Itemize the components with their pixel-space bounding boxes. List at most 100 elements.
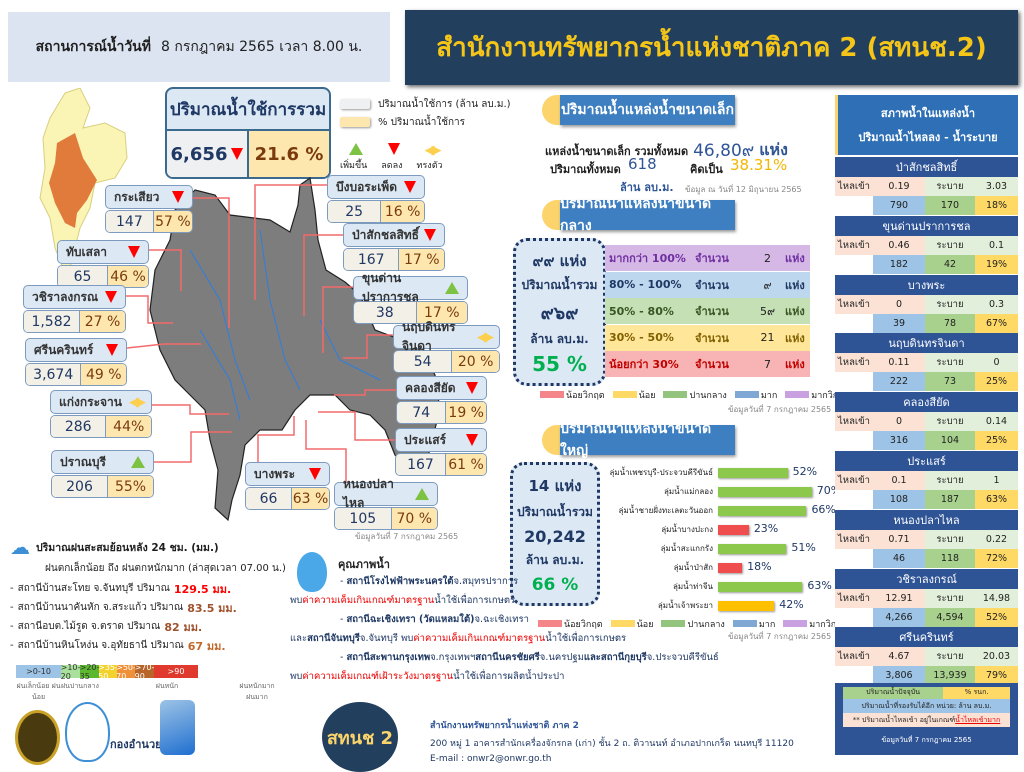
basin-bar[interactable]: [718, 563, 743, 573]
large-percent: 66 %: [531, 574, 579, 595]
inflow-label: ไหลเข้า: [835, 529, 873, 549]
reservoir-flow-row: ไหลเข้า 0 ระบาย 0.3: [835, 294, 1018, 314]
quality-station: สถานีสะพานกรุงเทพ: [346, 652, 431, 663]
map-dam-card[interactable]: นฤบดินทรจินดา ◀▶ 54 20 %: [393, 320, 500, 373]
basin-bar[interactable]: [718, 582, 803, 592]
quality-alert: ค่าความเค็มเกินเกณฑ์มาตรฐาน: [302, 595, 435, 606]
trend-steady-icon: ◀▶: [129, 394, 146, 410]
trend-down-icon: [309, 468, 321, 480]
count-label: จำนวน: [695, 305, 729, 318]
trend-up-icon: [415, 488, 429, 500]
range-count: 21: [760, 331, 775, 344]
current-volume: 3,806: [873, 666, 925, 686]
medium-sources-header: ปริมาณน้ำแหล่งน้ำขนาดกลาง: [542, 196, 735, 234]
basin-bar[interactable]: [718, 506, 807, 516]
reservoir-name[interactable]: ประแสร์: [835, 451, 1018, 471]
trend-down-icon: [128, 246, 140, 258]
basin-bar[interactable]: [718, 468, 788, 478]
remaining-capacity: 13,939: [925, 666, 975, 686]
status-legend-item: น้อยวิกฤต: [540, 388, 605, 402]
reservoir-name[interactable]: ขุนด่านปราการชล: [835, 215, 1018, 236]
dam-percent: 19 %: [446, 402, 486, 423]
range-label: 30% - 50%: [609, 331, 674, 344]
dam-name: ขุนด่านปราการชล: [362, 271, 419, 304]
current-volume: 316: [873, 431, 925, 451]
medium-volume: ๙๖๙: [540, 302, 579, 324]
basin-bar[interactable]: [718, 525, 749, 535]
status-legend-item: น้อยวิกฤต: [538, 617, 603, 631]
map-dam-card[interactable]: ทับเสลา 65 46 %: [57, 240, 149, 288]
dam-volume: 54: [394, 351, 453, 372]
trend-down-icon: [172, 191, 184, 203]
percent-capacity: 18%: [975, 196, 1018, 215]
dam-name: แก่งกระจาน: [59, 394, 122, 409]
map-dam-card[interactable]: วชิราลงกรณ 1,582 27 %: [23, 285, 126, 333]
dam-percent: 55%: [108, 476, 153, 497]
large-count: 14 แห่ง: [528, 476, 582, 495]
basin-value-label: 42%: [779, 598, 804, 611]
map-dam-card[interactable]: ป่าสักชลสิทธิ์ 167 17 %: [343, 223, 445, 271]
map-dam-card[interactable]: หนองปลาไหล 105 70 %: [334, 477, 438, 530]
reservoir-name[interactable]: ป่าสักชลสิทธิ์: [835, 157, 1018, 177]
trend-down-icon: [105, 291, 117, 303]
trend-down-icon: [106, 344, 118, 356]
map-dam-card[interactable]: ปราณบุรี 206 55%: [51, 450, 154, 498]
footer-email[interactable]: E-mail : onwr2@onwr.go.th: [430, 754, 552, 764]
quality-alert: ค่าความเค็มเกินเกณฑ์มาตรฐาน: [413, 633, 546, 644]
inflow-label: ไหลเข้า: [835, 294, 873, 314]
current-volume: 182: [873, 254, 925, 274]
legend-swatch: [612, 391, 637, 398]
inflow-label: ไหลเข้า: [835, 412, 873, 432]
reservoir-name[interactable]: วชิราลงกรณ์: [835, 568, 1018, 589]
legend-label: มากวิกฤต: [809, 620, 848, 630]
status-legend-item: น้อย: [612, 388, 656, 402]
rain-subtitle: ฝนตกเล็กน้อย ถึง ฝนตกหนักมาก (ล่าสุดเวลา…: [45, 563, 286, 574]
map-dam-card[interactable]: บึงบอระเพ็ด 25 16 %: [327, 175, 425, 223]
map-dam-card[interactable]: ศรีนครินทร์ 3,674 49 %: [25, 338, 127, 386]
total-value: 6,656: [170, 143, 228, 165]
legend-swatch: [734, 391, 759, 398]
map-dam-card[interactable]: แก่งกระจาน ◀▶ 286 44%: [50, 390, 152, 438]
legend-label: ปานกลาง: [689, 391, 727, 401]
quality-province: จ.ประจวบคีรีขันธ์: [646, 652, 719, 663]
map-dam-card[interactable]: ขุนด่านปราการชล 38 17 %: [353, 271, 468, 324]
range-label: น้อยกว่า 30%: [609, 358, 679, 371]
rain-scale: >0-10 >10-20 >20-35 >35-50 >50-70 >70-90 >90: [16, 663, 198, 681]
rain-group-heavy: ฝนหนัก: [155, 682, 179, 690]
rain-scale-item: >90: [154, 665, 198, 678]
reservoir-name[interactable]: คลองสียัด: [835, 392, 1018, 413]
basin-bar[interactable]: [718, 601, 775, 611]
reservoir-flow-row: ไหลเข้า 0.11 ระบาย 0: [835, 353, 1018, 373]
status-legend-item: น้อย: [610, 617, 654, 631]
large-volume-label: ปริมาณน้ำรวม: [517, 504, 593, 519]
map-dam-card[interactable]: ประแสร์ 167 61 %: [395, 428, 487, 476]
legend-label: น้อย: [638, 391, 656, 401]
reservoir-name[interactable]: หนองปลาไหล: [835, 509, 1018, 530]
basin-bar[interactable]: [718, 544, 787, 554]
medium-range-row: มากกว่า 100% จำนวน 2 แห่ง: [605, 245, 810, 271]
map-dam-card[interactable]: กระเสียว 147 57 %: [105, 185, 193, 233]
reservoir-name[interactable]: นฤบดินทรจินดา: [835, 333, 1018, 354]
reservoir-name[interactable]: ศรีนครินทร์: [835, 627, 1018, 648]
dam-name: บางพระ: [254, 466, 296, 481]
trend-down-icon: [387, 143, 400, 155]
quality-text: น้ำใช้เพื่อการเกษตร: [434, 595, 516, 606]
map-dam-card[interactable]: คลองสียัด 74 19 %: [396, 376, 487, 424]
reservoir-flow-row: ไหลเข้า 12.91 ระบาย 14.98: [835, 588, 1018, 608]
reservoir-name[interactable]: บางพระ: [835, 274, 1018, 295]
basin-bar[interactable]: [718, 487, 812, 497]
small-pct-label: คิดเป็น: [690, 163, 723, 176]
map-dam-card[interactable]: บางพระ 66 63 %: [245, 462, 330, 510]
dam-volume: 38: [354, 302, 417, 323]
current-volume: 39: [873, 313, 925, 333]
dam-volume: 3,674: [26, 364, 82, 385]
count-label: จำนวน: [695, 278, 729, 292]
dam-volume: 286: [51, 416, 107, 437]
dam-name: ประแสร์: [404, 432, 447, 447]
medium-volume-label: ปริมาณน้ำรวม: [521, 277, 598, 292]
dam-percent: 44%: [106, 416, 151, 437]
reservoir-volume-row: 3,806 13,939 79%: [835, 666, 1018, 686]
legend-label: น้อย: [636, 620, 654, 630]
percent-capacity: 19%: [975, 254, 1018, 274]
dam-name: บึงบอระเพ็ด: [336, 179, 397, 194]
